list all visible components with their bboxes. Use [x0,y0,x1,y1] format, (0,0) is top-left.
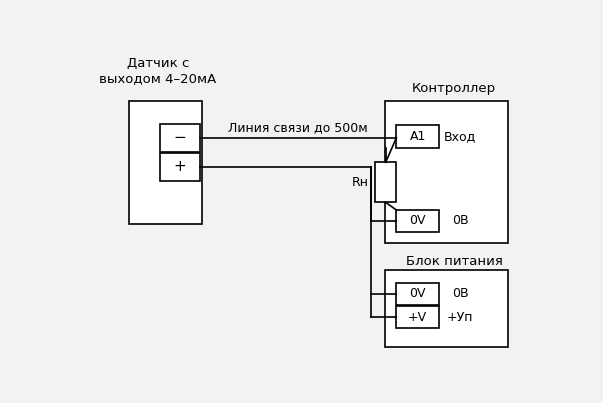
Text: Блок питания: Блок питания [406,255,503,268]
Bar [396,283,439,305]
Bar [160,153,200,181]
Text: Контроллер: Контроллер [412,82,496,95]
Bar [375,162,396,202]
Text: +Уп: +Уп [447,311,473,324]
Text: 0V: 0V [409,287,426,301]
Text: +V: +V [408,311,427,324]
Bar [385,101,508,243]
Text: Линия связи до 500м: Линия связи до 500м [229,121,368,134]
Text: +: + [174,160,186,174]
Bar [385,270,508,347]
Text: 0В: 0В [452,287,469,301]
Text: Вход: Вход [444,131,476,143]
Text: −: − [174,130,186,145]
Bar [129,101,203,224]
Bar [396,306,439,328]
Bar [160,124,200,152]
Text: 0В: 0В [452,214,469,227]
Text: Rн: Rн [352,176,368,189]
Bar [396,125,439,148]
Text: Датчик с
выходом 4–20мА: Датчик с выходом 4–20мА [99,58,216,85]
Text: 0V: 0V [409,214,426,227]
Text: A1: A1 [409,131,426,143]
Bar [396,210,439,232]
